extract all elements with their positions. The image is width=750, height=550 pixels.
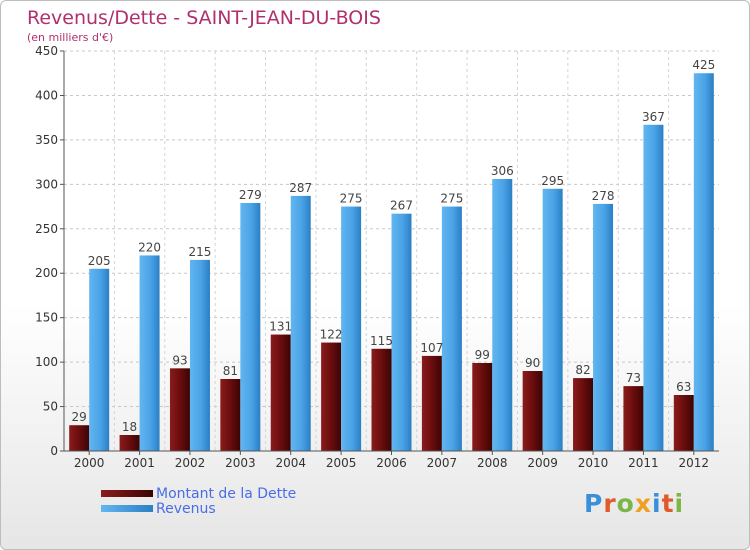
bar-debt <box>270 334 291 451</box>
bar-debt <box>472 363 493 451</box>
bar-revenus <box>341 206 362 451</box>
bar-debt <box>673 395 694 451</box>
data-label-debt: 115 <box>370 334 393 348</box>
bar-revenus <box>542 188 563 451</box>
x-tick-label: 2006 <box>376 456 407 470</box>
y-tick-label: 150 <box>35 311 58 325</box>
x-tick-label: 2001 <box>124 456 155 470</box>
data-label-debt: 93 <box>172 353 187 367</box>
data-label-debt: 90 <box>525 356 540 370</box>
data-label-debt: 99 <box>475 348 490 362</box>
logo-letter: t <box>661 489 675 518</box>
chart-subtitle: (en milliers d'€) <box>27 31 114 44</box>
bar-debt <box>169 368 190 451</box>
data-label-debt: 107 <box>420 341 443 355</box>
x-tick-label: 2012 <box>679 456 710 470</box>
y-tick-label: 300 <box>35 177 58 191</box>
y-tick-label: 100 <box>35 355 58 369</box>
data-label-debt: 29 <box>72 410 87 424</box>
logo-letter: r <box>603 489 617 518</box>
y-tick-label: 50 <box>43 400 58 414</box>
y-tick-label: 350 <box>35 133 58 147</box>
bar-debt <box>371 348 392 451</box>
x-tick-label: 2004 <box>275 456 306 470</box>
data-label-revenus: 287 <box>289 181 312 195</box>
data-label-revenus: 306 <box>491 164 514 178</box>
data-label-debt: 18 <box>122 420 137 434</box>
x-tick-label: 2007 <box>427 456 458 470</box>
logo-letter: i <box>674 489 685 518</box>
data-label-revenus: 275 <box>340 192 363 206</box>
bar-revenus <box>593 203 614 451</box>
data-label-revenus: 367 <box>642 110 665 124</box>
logo-letter: i <box>652 489 662 518</box>
bar-revenus <box>290 195 311 451</box>
legend-swatch-debt <box>101 490 153 497</box>
data-label-debt: 82 <box>575 363 590 377</box>
bar-revenus <box>441 206 462 451</box>
logo-letter: o <box>616 489 635 518</box>
bar-revenus <box>89 268 110 451</box>
x-tick-label: 2009 <box>527 456 558 470</box>
y-tick-label: 400 <box>35 88 58 102</box>
data-label-revenus: 425 <box>692 58 715 72</box>
y-tick-label: 0 <box>50 444 58 458</box>
bar-debt <box>522 371 543 451</box>
data-label-debt: 73 <box>626 371 641 385</box>
bar-debt <box>119 435 140 451</box>
bar-revenus <box>492 179 513 451</box>
data-label-debt: 63 <box>676 380 691 394</box>
data-label-revenus: 279 <box>239 188 262 202</box>
bar-debt <box>220 379 241 451</box>
logo-letter: P <box>584 489 604 518</box>
x-tick-label: 2010 <box>578 456 609 470</box>
x-tick-label: 2011 <box>628 456 659 470</box>
x-tick-label: 2008 <box>477 456 508 470</box>
data-label-revenus: 220 <box>138 240 161 254</box>
bar-revenus <box>139 255 160 451</box>
logo-letter: x <box>634 489 652 518</box>
y-tick-label: 450 <box>35 44 58 58</box>
data-label-revenus: 267 <box>390 199 413 213</box>
data-label-debt: 131 <box>269 320 292 334</box>
bar-revenus <box>693 73 714 451</box>
proxiti-logo: Proxiti <box>584 489 684 518</box>
legend-label-revenus: Revenus <box>156 501 216 517</box>
bar-debt <box>321 342 342 451</box>
legend-swatch-revenus <box>101 505 153 512</box>
y-tick-label: 250 <box>35 222 58 236</box>
chart-title: Revenus/Dette - SAINT-JEAN-DU-BOIS <box>27 7 381 29</box>
data-label-debt: 81 <box>223 364 238 378</box>
data-label-debt: 122 <box>320 328 343 342</box>
x-tick-label: 2000 <box>74 456 105 470</box>
data-label-revenus: 278 <box>592 189 615 203</box>
x-tick-label: 2002 <box>175 456 206 470</box>
bar-debt <box>623 386 644 451</box>
bar-revenus <box>189 259 210 451</box>
bar-debt <box>69 425 90 451</box>
bar-revenus <box>240 203 261 451</box>
x-tick-label: 2005 <box>326 456 357 470</box>
data-label-revenus: 275 <box>440 192 463 206</box>
y-tick-label: 200 <box>35 266 58 280</box>
x-tick-label: 2003 <box>225 456 256 470</box>
bar-debt <box>573 378 594 451</box>
data-label-revenus: 205 <box>88 254 111 268</box>
bar-revenus <box>391 213 412 451</box>
bar-revenus <box>643 124 664 452</box>
data-label-revenus: 295 <box>541 174 564 188</box>
bar-debt <box>421 355 442 451</box>
data-label-revenus: 215 <box>189 245 212 259</box>
legend-label-debt: Montant de la Dette <box>156 486 297 502</box>
